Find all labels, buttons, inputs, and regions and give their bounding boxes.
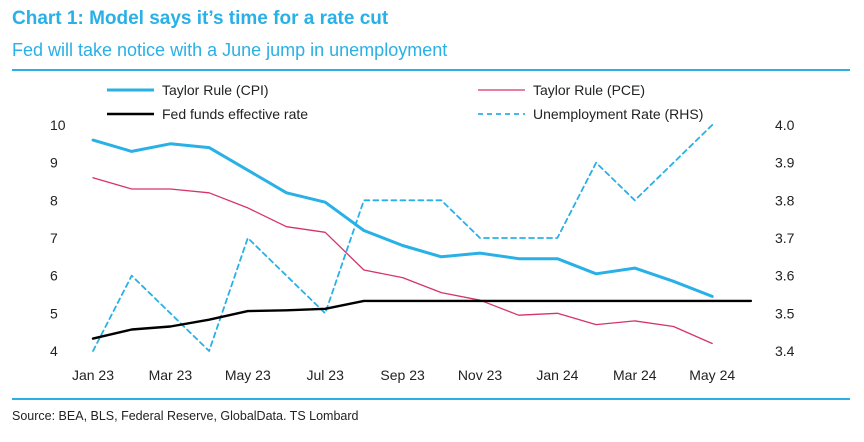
right-axis-tick-label: 3.4 <box>775 343 795 359</box>
x-axis-tick-label: Jan 24 <box>536 367 578 383</box>
bottom-divider <box>12 398 850 400</box>
right-axis-tick-label: 3.6 <box>775 268 795 284</box>
left-axis-tick-label: 5 <box>50 305 58 321</box>
series-lines <box>91 124 753 352</box>
axes: 4 5 6 7 8 9 10 3.4 3.5 3.6 3.7 3.8 3.9 4.0 Jan 23 Mar 2… <box>50 117 795 383</box>
x-axis-tick-label: Jan 23 <box>72 367 114 383</box>
right-axis-tick-label: 3.5 <box>775 305 795 321</box>
x-axis-tick-label: May 24 <box>689 367 735 383</box>
right-axis-tick-label: 3.8 <box>775 192 795 208</box>
legend-label: Fed funds effective rate <box>162 106 308 122</box>
series-line-fed-funds <box>91 299 753 340</box>
x-axis-tick-label: Mar 23 <box>149 367 193 383</box>
chart-title: Chart 1: Model says it’s time for a rate… <box>12 8 389 29</box>
left-axis-tick-label: 9 <box>50 155 58 171</box>
left-axis-tick-label: 8 <box>50 192 58 208</box>
x-axis-tick-label: Jul 23 <box>307 367 345 383</box>
x-axis-tick-label: Sep 23 <box>380 367 425 383</box>
x-axis-tick-label: May 23 <box>225 367 271 383</box>
legend-label: Taylor Rule (CPI) <box>162 82 269 98</box>
series-line-taylor-pce <box>92 177 713 345</box>
chart-subtitle: Fed will take notice with a June jump in… <box>12 40 448 60</box>
legend-label: Unemployment Rate (RHS) <box>533 106 703 122</box>
series-line-taylor-cpi <box>91 138 714 298</box>
right-axis-tick-label: 3.7 <box>775 230 795 246</box>
legend-label: Taylor Rule (PCE) <box>533 82 645 98</box>
top-divider <box>12 69 850 71</box>
left-axis-tick-label: 4 <box>50 343 58 359</box>
right-axis-tick-label: 4.0 <box>775 117 795 133</box>
legend: Taylor Rule (CPI) Taylor Rule (PCE) Fed fu… <box>107 82 703 122</box>
left-axis-tick-label: 10 <box>50 117 66 133</box>
right-axis-tick-label: 3.9 <box>775 155 795 171</box>
source-note: Source: BEA, BLS, Federal Reserve, Globa… <box>12 409 359 423</box>
left-axis-tick-label: 7 <box>50 230 58 246</box>
x-axis-tick-label: Mar 24 <box>613 367 657 383</box>
left-axis-tick-label: 6 <box>50 268 58 284</box>
series-line-unemployment <box>92 124 714 352</box>
x-axis-tick-label: Nov 23 <box>458 367 503 383</box>
